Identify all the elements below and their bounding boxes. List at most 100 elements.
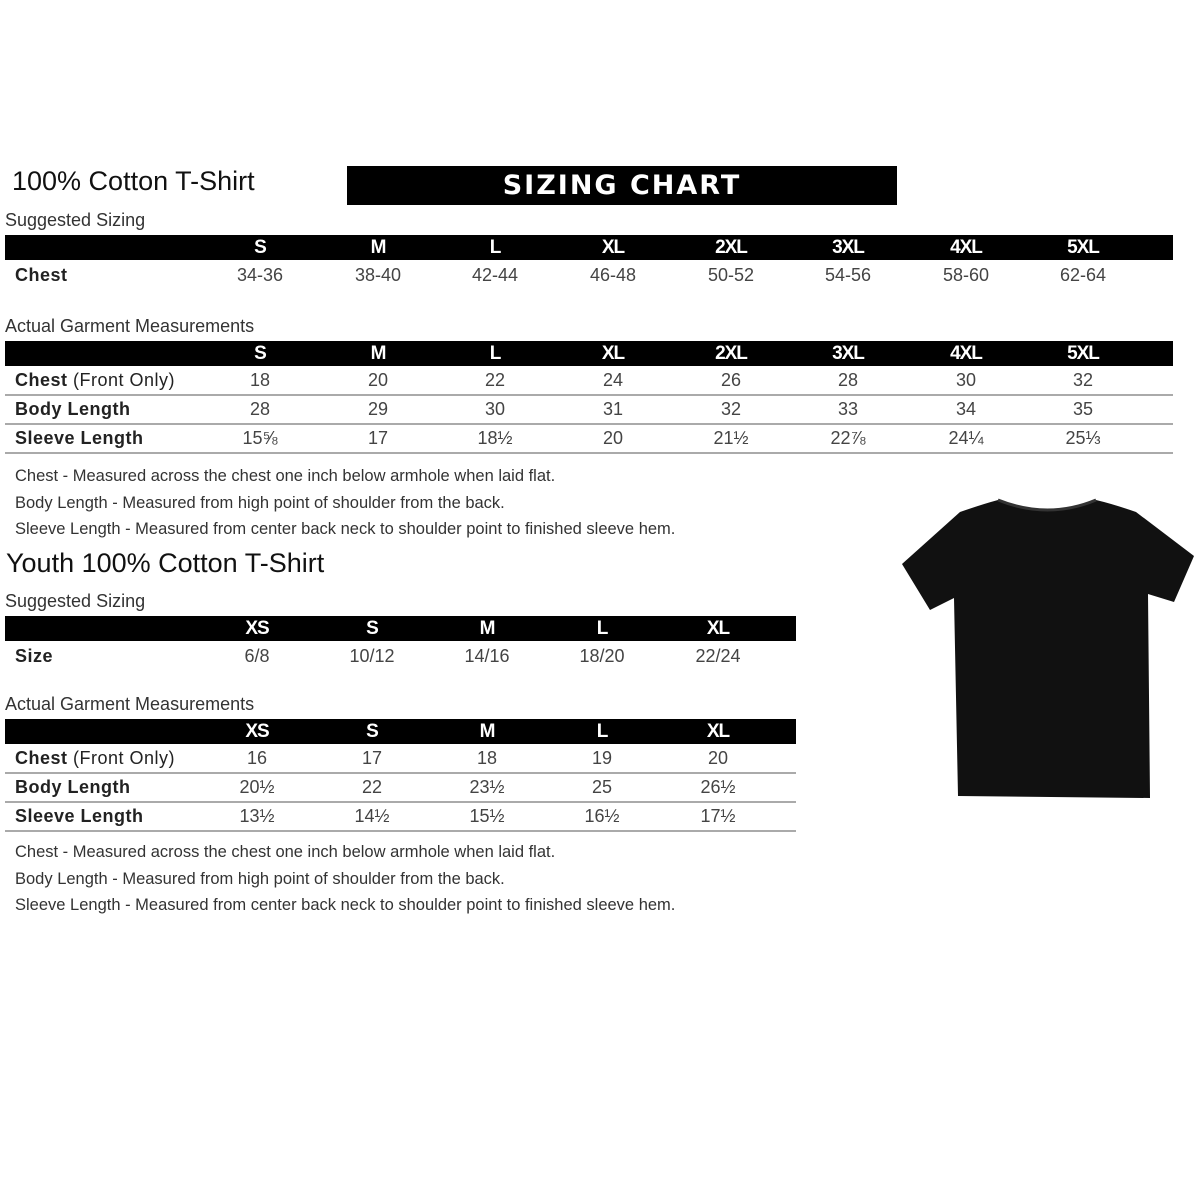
table-cell: 42-44: [471, 265, 519, 285]
table-row: Body Length 28 29 30 31 32 33 34 35: [5, 395, 1173, 425]
adult-suggested-label: Suggested Sizing: [5, 210, 146, 230]
table-cell: 17½: [700, 806, 736, 826]
table-cell: 25⅓: [1065, 428, 1101, 448]
table-cell: 18/20: [579, 646, 625, 666]
youth-suggested-header: XS S M L XL: [5, 616, 796, 641]
table-row: Chest (Front Only) 18 20 22 24 26 28 30 32: [5, 366, 1173, 396]
table-cell: 24¼: [948, 428, 984, 448]
table-cell: 22/24: [695, 646, 741, 666]
size-header: XS: [245, 618, 269, 639]
table-cell: 22⅞: [830, 428, 866, 448]
table-cell: 14/16: [464, 646, 510, 666]
table-cell: 17: [361, 748, 383, 768]
size-header: S: [254, 343, 267, 364]
size-header: XL: [601, 237, 625, 258]
table-cell: 15½: [469, 806, 505, 826]
table-cell: 15⅝: [242, 428, 278, 448]
size-header: 3XL: [832, 343, 865, 364]
table-cell: 23½: [469, 777, 505, 797]
table-cell: 30: [484, 399, 506, 419]
table-cell: 24: [602, 370, 624, 390]
size-header: M: [370, 343, 387, 364]
table-cell: 30: [955, 370, 977, 390]
tshirt-image: [902, 498, 1194, 798]
table-cell: 18½: [477, 428, 513, 448]
table-cell: 18: [476, 748, 498, 768]
table-cell: 32: [1072, 370, 1094, 390]
table-cell: 33: [837, 399, 859, 419]
table-cell: 58-60: [942, 265, 990, 285]
youth-actual-label: Actual Garment Measurements: [5, 694, 255, 714]
table-cell: 31: [602, 399, 624, 419]
measurement-note: Sleeve Length - Measured from center bac…: [15, 520, 676, 538]
table-cell: 20: [367, 370, 389, 390]
size-header: L: [596, 618, 609, 639]
size-header: L: [489, 343, 502, 364]
table-row: Chest (Front Only) 16 17 18 19 20: [5, 744, 796, 774]
youth-title: Youth 100% Cotton T-Shirt: [6, 548, 325, 578]
size-header: 4XL: [950, 237, 983, 258]
table-cell: 22: [361, 777, 383, 797]
table-cell: 10/12: [349, 646, 395, 666]
table-cell: 28: [837, 370, 859, 390]
adult-actual-header: S M L XL 2XL 3XL 4XL 5XL: [5, 341, 1173, 366]
measurement-note: Body Length - Measured from high point o…: [15, 493, 505, 512]
size-header: M: [479, 618, 496, 639]
table-cell: 29: [367, 399, 389, 419]
tshirt-shape: [902, 500, 1194, 798]
size-header: 3XL: [832, 237, 865, 258]
table-cell: 35: [1072, 399, 1094, 419]
table-cell: 19: [591, 748, 613, 768]
row-label: Size: [15, 646, 54, 666]
table-cell: 38-40: [354, 265, 402, 285]
size-header: 5XL: [1067, 343, 1100, 364]
sizing-chart-banner: SIZING CHART: [347, 166, 897, 205]
table-row: Sleeve Length 15⅝ 17 18½ 20 21½ 22⅞ 24¼ 25⅓: [5, 424, 1173, 454]
size-header: 2XL: [715, 343, 748, 364]
row-label: Chest (Front Only): [15, 370, 176, 390]
table-row: Sleeve Length 13½ 14½ 15½ 16½ 17½: [5, 802, 796, 832]
table-cell: 17: [367, 428, 389, 448]
table-cell: 32: [720, 399, 742, 419]
size-header: 5XL: [1067, 237, 1100, 258]
row-label: Body Length: [15, 777, 131, 797]
table-cell: 18: [249, 370, 271, 390]
size-header: L: [489, 237, 502, 258]
table-cell: 50-52: [707, 265, 755, 285]
table-cell: 16: [246, 748, 268, 768]
size-header: 2XL: [715, 237, 748, 258]
table-cell: 20: [707, 748, 729, 768]
table-cell: 13½: [239, 806, 275, 826]
table-cell: 26: [720, 370, 742, 390]
table-cell: 16½: [584, 806, 620, 826]
row-label: Chest: [15, 265, 68, 285]
size-header: 4XL: [950, 343, 983, 364]
size-header: M: [479, 721, 496, 742]
size-header: S: [366, 618, 379, 639]
size-header: XS: [245, 721, 269, 742]
row-label: Sleeve Length: [15, 806, 144, 826]
adult-actual-label: Actual Garment Measurements: [5, 316, 255, 336]
size-header: M: [370, 237, 387, 258]
table-cell: 20½: [239, 777, 275, 797]
table-cell: 14½: [354, 806, 390, 826]
table-cell: 20: [602, 428, 624, 448]
size-header: S: [254, 237, 267, 258]
row-label: Body Length: [15, 399, 131, 419]
adult-title: 100% Cotton T-Shirt: [12, 166, 255, 196]
table-cell: 34-36: [236, 265, 284, 285]
table-cell: 22: [484, 370, 506, 390]
measurement-note: Chest - Measured across the chest one in…: [15, 467, 556, 485]
size-header: XL: [706, 721, 730, 742]
youth-suggested-label: Suggested Sizing: [5, 591, 146, 611]
table-cell: 6/8: [244, 646, 270, 666]
table-row: Chest 34-36 38-40 42-44 46-48 50-52 54-56 58-60…: [5, 261, 1173, 289]
table-cell: 26½: [700, 777, 736, 797]
measurement-note: Sleeve Length - Measured from center bac…: [15, 896, 676, 914]
size-header: S: [366, 721, 379, 742]
table-cell: 21½: [713, 428, 749, 448]
table-cell: 46-48: [589, 265, 637, 285]
size-header: XL: [706, 618, 730, 639]
table-row: Body Length 20½ 22 23½ 25 26½: [5, 773, 796, 803]
measurement-note: Body Length - Measured from high point o…: [15, 869, 505, 888]
